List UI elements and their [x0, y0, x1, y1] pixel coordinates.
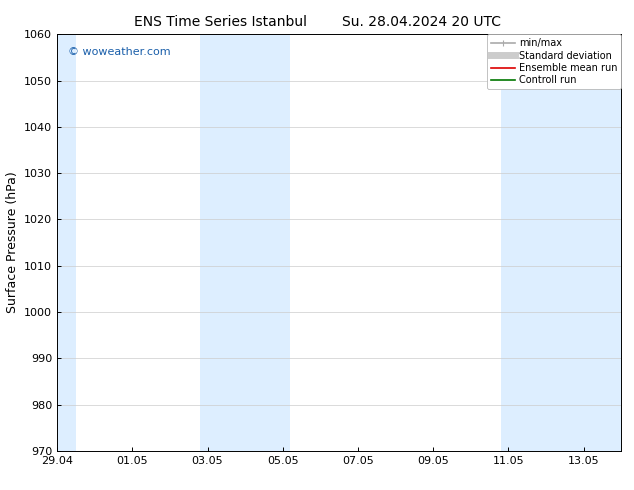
- Bar: [200, 34, 290, 451]
- Legend: min/max, Standard deviation, Ensemble mean run, Controll run: min/max, Standard deviation, Ensemble me…: [487, 34, 621, 89]
- Text: ENS Time Series Istanbul        Su. 28.04.2024 20 UTC: ENS Time Series Istanbul Su. 28.04.2024 …: [134, 15, 500, 29]
- Y-axis label: Surface Pressure (hPa): Surface Pressure (hPa): [6, 172, 18, 314]
- Text: © woweather.com: © woweather.com: [68, 47, 171, 57]
- Bar: [501, 34, 621, 451]
- Bar: [57, 34, 76, 451]
